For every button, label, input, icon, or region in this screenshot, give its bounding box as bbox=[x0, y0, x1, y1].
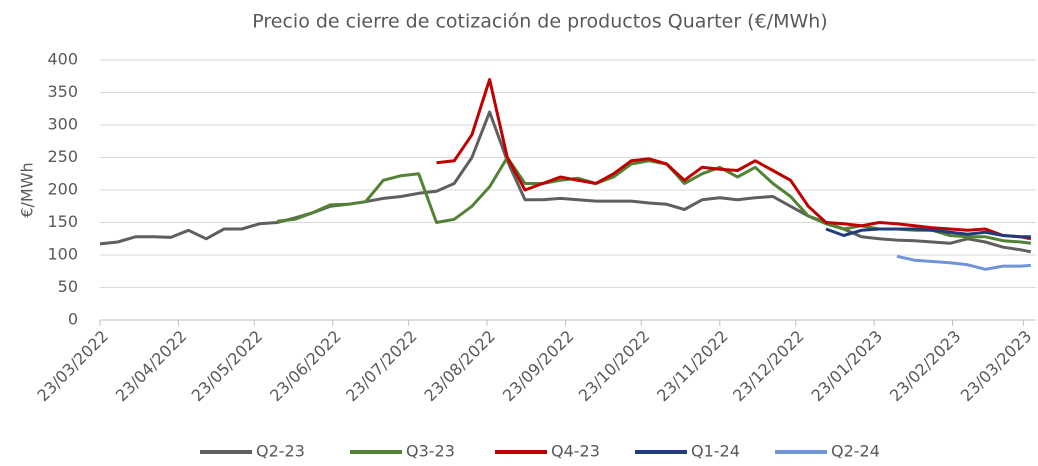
x-tick-label: 23/10/2022 bbox=[575, 327, 654, 406]
y-tick-label: 200 bbox=[47, 180, 78, 199]
x-tick-label: 23/05/2022 bbox=[188, 327, 267, 406]
chart-title: Precio de cierre de cotización de produc… bbox=[252, 11, 827, 33]
legend-label: Q2-23 bbox=[256, 442, 305, 461]
x-tick-label: 23/02/2023 bbox=[886, 327, 965, 406]
y-tick-label: 350 bbox=[47, 82, 78, 101]
series-line bbox=[99, 110, 1032, 254]
series-line bbox=[436, 78, 1032, 241]
x-tick-label: 23/04/2022 bbox=[112, 327, 191, 406]
series-line bbox=[896, 254, 1032, 271]
x-tick-label: 23/09/2022 bbox=[499, 327, 578, 406]
x-tick-label: 23/01/2023 bbox=[807, 327, 886, 406]
x-tick-label: 23/06/2022 bbox=[266, 327, 345, 406]
x-tick-label: 23/03/2023 bbox=[957, 327, 1036, 406]
y-tick-label: 150 bbox=[47, 212, 78, 231]
y-tick-label: 100 bbox=[47, 245, 78, 264]
legend-label: Q4-23 bbox=[551, 442, 600, 461]
legend-label: Q3-23 bbox=[406, 442, 455, 461]
series-line bbox=[825, 227, 1031, 239]
x-tick-label: 23/07/2022 bbox=[342, 327, 421, 406]
y-tick-label: 300 bbox=[47, 115, 78, 134]
y-tick-label: 50 bbox=[58, 277, 78, 296]
x-tick-label: 23/12/2022 bbox=[729, 327, 808, 406]
y-tick-label: 400 bbox=[47, 50, 78, 69]
legend-label: Q1-24 bbox=[691, 442, 740, 461]
y-tick-label: 0 bbox=[68, 310, 78, 329]
legend-label: Q2-24 bbox=[831, 442, 880, 461]
y-axis-label: €/MWh bbox=[18, 162, 37, 217]
x-tick-label: 23/08/2022 bbox=[420, 327, 499, 406]
x-tick-label: 23/11/2022 bbox=[653, 327, 732, 406]
y-tick-label: 250 bbox=[47, 147, 78, 166]
x-tick-label: 23/03/2022 bbox=[33, 327, 112, 406]
